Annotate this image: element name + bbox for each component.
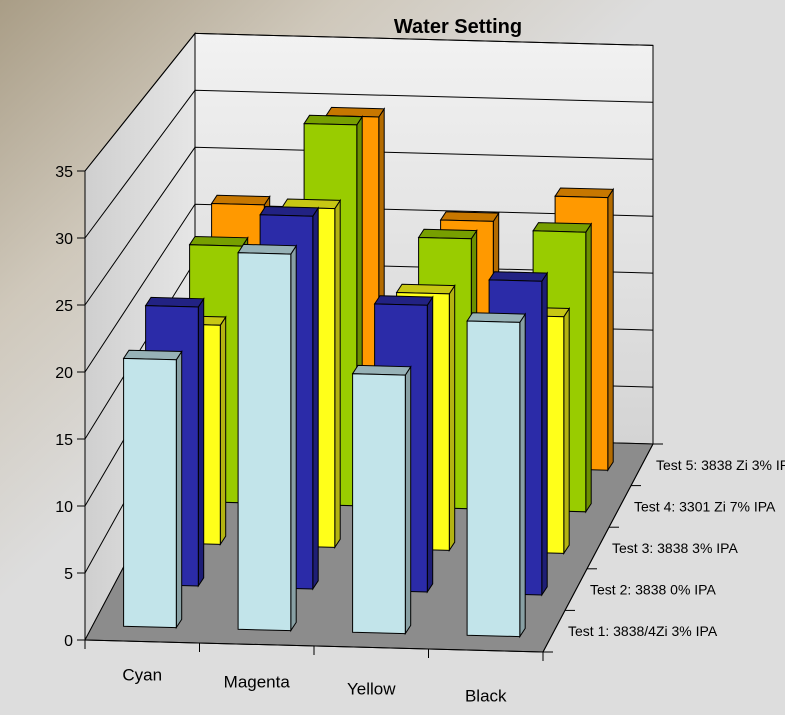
x-tick-label: Magenta xyxy=(224,673,291,692)
gridline xyxy=(84,203,654,373)
bar-front xyxy=(352,373,406,635)
bar-side xyxy=(197,297,205,588)
bar xyxy=(122,349,183,630)
gridline xyxy=(84,146,654,306)
y-tick-label: 5 xyxy=(64,566,73,583)
bar-side xyxy=(541,271,548,597)
series-label: Test 3: 3838 3% IPA xyxy=(612,540,738,556)
bar xyxy=(237,243,298,633)
bar-front xyxy=(237,252,292,632)
bar-side xyxy=(519,312,526,639)
y-tick-label: 10 xyxy=(55,499,73,516)
bar-side xyxy=(585,222,592,514)
y-tick-label: 35 xyxy=(55,164,73,181)
bar-side xyxy=(404,365,412,636)
series-label: Test 2: 3838 0% IPA xyxy=(590,582,716,598)
series-axis xyxy=(542,443,654,653)
bar-side xyxy=(219,315,227,547)
bar-side xyxy=(175,349,183,630)
series-label: Test 5: 3838 Zi 3% IPA xyxy=(656,457,785,473)
x-tick-label: Black xyxy=(465,687,507,706)
gridline xyxy=(84,89,654,239)
bar-side xyxy=(290,244,297,633)
axes xyxy=(77,170,663,661)
y-tick-label: 30 xyxy=(55,231,73,248)
bar-side xyxy=(312,206,319,591)
bar-side xyxy=(426,295,434,594)
y-tick-label: 25 xyxy=(55,298,73,315)
series-label: Test 4: 3301 Zi 7% IPA xyxy=(634,498,776,514)
bar-front xyxy=(466,320,521,638)
gridline xyxy=(84,32,654,172)
bar xyxy=(466,312,527,639)
x-tick-label: Yellow xyxy=(347,680,396,699)
y-tick-label: 15 xyxy=(55,432,73,449)
chart-title: Water Setting xyxy=(394,16,522,38)
bar xyxy=(351,364,412,636)
bar-side xyxy=(448,283,456,553)
series-label: Test 1: 3838/4Zi 3% IPA xyxy=(568,623,718,639)
bar-side xyxy=(563,306,570,556)
bars xyxy=(122,106,615,639)
bar-side xyxy=(607,187,614,472)
axis-labels: 0 5 10 15 20 25 30 35 Cyan Magenta Yellow Black Test… xyxy=(55,164,785,706)
bar-front xyxy=(123,357,177,629)
y-tick-label: 0 xyxy=(64,633,73,650)
x-tick-label: Cyan xyxy=(122,666,162,685)
y-tick-label: 20 xyxy=(55,365,73,382)
bar-side xyxy=(334,198,341,550)
